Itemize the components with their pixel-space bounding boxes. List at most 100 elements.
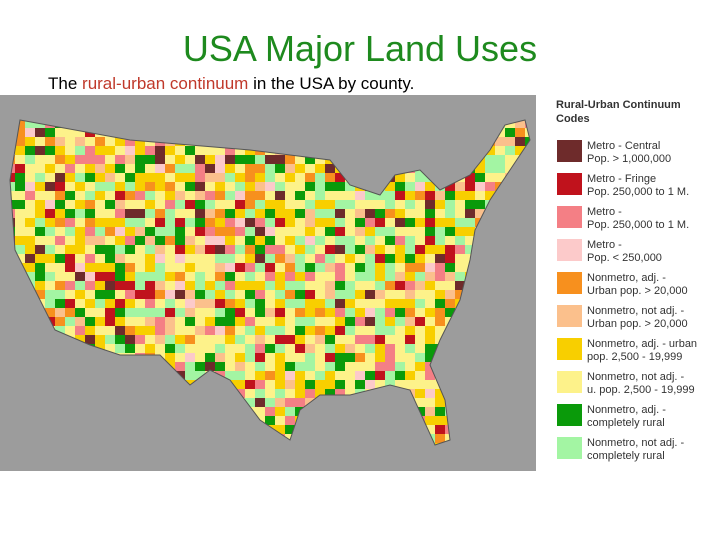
county-patch — [295, 272, 306, 282]
county-patch — [15, 209, 29, 220]
county-patch — [285, 398, 298, 410]
county-patch — [65, 209, 79, 221]
county-patch — [285, 281, 298, 293]
county-patch — [285, 317, 296, 327]
county-patch — [85, 155, 98, 167]
county-patch — [425, 326, 436, 338]
county-patch — [255, 380, 268, 391]
county-patch — [95, 281, 107, 291]
county-patch — [225, 200, 239, 212]
county-patch — [345, 254, 356, 265]
county-patch — [435, 299, 449, 309]
county-patch — [435, 308, 447, 319]
county-patch — [435, 416, 448, 428]
county-patch — [265, 344, 276, 355]
county-patch — [275, 227, 287, 237]
county-patch — [105, 146, 118, 157]
county-patch — [25, 227, 39, 239]
county-patch — [155, 146, 167, 157]
county-patch — [385, 191, 397, 202]
county-patch — [425, 425, 439, 437]
county-patch — [145, 272, 157, 284]
county-patch — [315, 371, 328, 383]
county-patch — [425, 416, 439, 426]
county-patch — [65, 191, 76, 202]
county-patch — [295, 263, 308, 273]
county-patch — [415, 227, 426, 238]
county-patch — [285, 299, 297, 311]
county-patch — [135, 191, 149, 203]
county-patch — [10, 200, 19, 211]
county-patch — [275, 173, 286, 185]
county-patch — [95, 236, 109, 248]
county-patch — [135, 146, 146, 158]
county-patch — [485, 155, 498, 166]
county-patch — [505, 155, 516, 165]
county-patch — [195, 164, 208, 176]
county-patch — [225, 272, 237, 282]
county-patch — [315, 236, 329, 248]
county-patch — [445, 263, 457, 275]
county-patch — [125, 308, 136, 318]
county-patch — [365, 299, 379, 311]
county-patch — [305, 308, 318, 320]
county-patch — [265, 290, 276, 302]
county-patch — [455, 236, 469, 246]
county-patch — [375, 353, 386, 363]
county-patch — [95, 137, 108, 147]
county-patch — [305, 245, 316, 256]
county-patch — [345, 362, 357, 372]
county-patch — [345, 191, 359, 201]
legend-swatch — [557, 338, 582, 360]
county-patch — [315, 209, 329, 220]
county-patch — [285, 227, 296, 238]
county-patch — [435, 317, 447, 329]
county-patch — [105, 299, 118, 311]
county-patch — [175, 326, 188, 338]
county-patch — [355, 227, 368, 237]
county-patch — [395, 326, 407, 337]
county-patch — [405, 200, 418, 212]
county-patch — [405, 227, 418, 238]
county-patch — [195, 245, 208, 257]
county-patch — [275, 200, 288, 212]
legend-title: Rural-Urban Continuum — [556, 99, 681, 111]
county-patch — [375, 380, 387, 390]
county-patch — [295, 245, 308, 256]
county-patch — [225, 209, 239, 219]
county-patch — [305, 317, 316, 328]
county-patch — [135, 281, 146, 291]
county-patch — [315, 191, 327, 201]
county-patch — [295, 308, 308, 319]
county-patch — [445, 272, 457, 282]
county-patch — [65, 236, 76, 246]
legend-swatch — [557, 206, 582, 228]
county-patch — [395, 353, 407, 363]
county-patch — [65, 146, 79, 158]
county-patch — [165, 353, 179, 365]
county-patch — [10, 209, 17, 220]
county-patch — [335, 353, 349, 363]
county-patch — [65, 317, 77, 327]
county-patch — [365, 290, 379, 301]
county-patch — [195, 227, 209, 238]
county-patch — [395, 281, 407, 292]
county-patch — [335, 236, 346, 246]
county-patch — [135, 164, 147, 176]
county-patch — [235, 317, 246, 329]
county-patch — [155, 335, 166, 346]
county-patch — [405, 182, 416, 192]
county-patch — [145, 155, 158, 167]
county-patch — [155, 308, 167, 318]
county-patch — [435, 290, 447, 301]
legend-label: Nonmetro, not adj. - — [587, 437, 685, 449]
county-patch — [365, 335, 376, 345]
county-patch — [465, 209, 479, 219]
county-patch — [10, 182, 18, 192]
county-patch — [335, 182, 347, 192]
county-patch — [125, 227, 138, 237]
county-patch — [265, 407, 277, 417]
county-patch — [275, 164, 286, 174]
county-patch — [45, 200, 59, 212]
county-patch — [135, 182, 149, 192]
